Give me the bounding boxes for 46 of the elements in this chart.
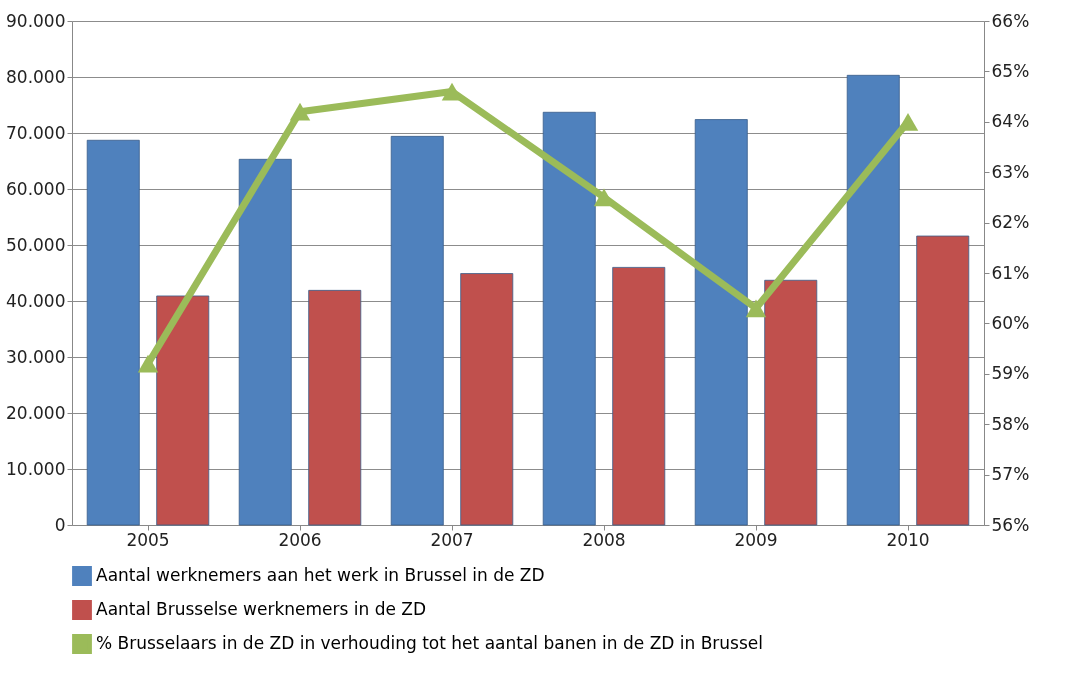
bar: [542, 111, 596, 526]
bar: [86, 139, 140, 526]
y2-tick-label: 56%: [991, 514, 1030, 535]
y2-tick-label: 65%: [991, 60, 1030, 81]
x-tick-label: 2008: [582, 529, 626, 550]
x-tick-label: 2009: [734, 529, 778, 550]
bar: [846, 74, 900, 526]
y2-tick-label: 62%: [991, 212, 1030, 233]
y-tick-label: 0: [54, 514, 66, 535]
bar: [156, 295, 210, 526]
bar: [238, 158, 292, 526]
y-tick-label: 60.000: [6, 178, 66, 199]
point: [289, 102, 311, 121]
y-tick-label: 50.000: [6, 234, 66, 255]
bar: [460, 273, 514, 526]
y2-tick-label: 64%: [991, 111, 1030, 132]
y2-tick-label: 59%: [991, 363, 1030, 384]
y-tick-label: 20.000: [6, 402, 66, 423]
legend-label: Aantal Brusselse werknemers in de ZD: [96, 599, 427, 619]
y-tick-label: 90.000: [6, 10, 66, 31]
y-tick-label: 80.000: [6, 66, 66, 87]
bar: [612, 267, 666, 526]
y2-tick-label: 61%: [991, 262, 1030, 283]
point: [745, 299, 767, 318]
y-tick-label: 40.000: [6, 290, 66, 311]
y-tick-label: 10.000: [6, 458, 66, 479]
legend-label: Aantal werknemers aan het werk in Brussel in de ZD: [96, 565, 545, 585]
x-tick-label: 2010: [886, 529, 930, 550]
y2-tick-label: 60%: [991, 312, 1030, 333]
legend-label: % Brusselaars in de ZD in verhouding tot het aantal banen in de ZD in Brussel: [96, 633, 764, 653]
y2-tick-label: 58%: [991, 413, 1030, 434]
y2-tick-label: 57%: [991, 464, 1030, 485]
x-tick-label: 2005: [126, 529, 170, 550]
bar: [390, 135, 444, 526]
bar: [916, 235, 970, 526]
y-tick-label: 70.000: [6, 122, 66, 143]
point: [137, 354, 159, 373]
bar: [308, 289, 362, 526]
bar: [764, 279, 818, 526]
y2-tick-label: 63%: [991, 161, 1030, 182]
x-tick-label: 2007: [430, 529, 474, 550]
y2-tick-label: 66%: [991, 10, 1030, 31]
bar: [694, 119, 748, 526]
point: [897, 112, 919, 131]
x-tick-label: 2006: [278, 529, 322, 550]
y-tick-label: 30.000: [6, 346, 66, 367]
